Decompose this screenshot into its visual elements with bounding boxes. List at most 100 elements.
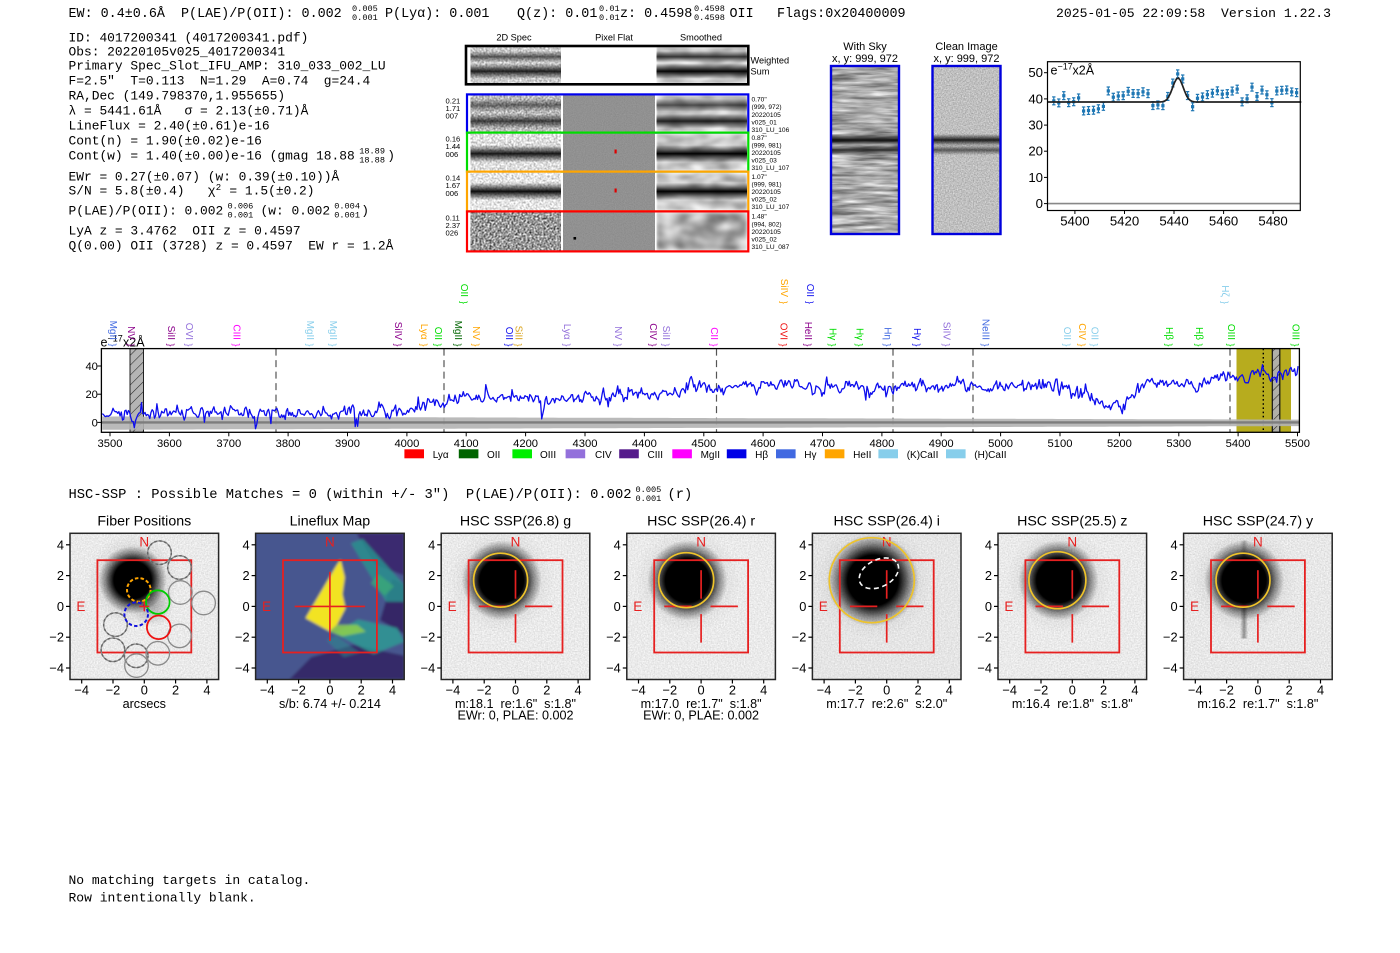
svg-text:= 1.5(±0.2): = 1.5(±0.2) [222, 184, 315, 199]
svg-text:0: 0 [512, 683, 519, 698]
svg-text:5420: 5420 [1110, 214, 1139, 229]
svg-text:Primary Spec_Slot_IFU_AMP: 310: Primary Spec_Slot_IFU_AMP: 310_033_002_L… [69, 59, 386, 74]
svg-text:m:18.1 re:1.6" s:1.8": m:18.1 re:1.6" s:1.8" [455, 697, 576, 711]
svg-text:−4: −4 [260, 683, 275, 698]
svg-text:−4: −4 [606, 661, 621, 676]
svg-text:): ) [361, 204, 369, 219]
svg-text:v025_02: v025_02 [752, 197, 778, 204]
svg-text:Smoothed: Smoothed [680, 33, 722, 43]
svg-text:4: 4 [389, 683, 396, 698]
svg-text:−4: −4 [446, 683, 461, 698]
svg-text:4100: 4100 [454, 438, 479, 450]
svg-text:20220105: 20220105 [752, 229, 782, 236]
svg-text:N: N [1067, 534, 1077, 549]
svg-text:0: 0 [428, 599, 435, 614]
svg-text:HSC SSP(26.4) i: HSC SSP(26.4) i [833, 514, 939, 530]
svg-text:40: 40 [85, 361, 97, 373]
svg-text:4: 4 [428, 537, 435, 552]
svg-text:5500: 5500 [1285, 438, 1310, 450]
svg-text:}: } [562, 344, 572, 347]
svg-text:0.14: 0.14 [446, 174, 461, 183]
svg-text:SiIV: SiIV [392, 322, 403, 341]
svg-text:4: 4 [799, 537, 806, 552]
svg-text:}: } [328, 344, 338, 347]
svg-text:0.70": 0.70" [752, 97, 768, 104]
svg-text:−2: −2 [421, 630, 436, 645]
svg-text:4: 4 [760, 683, 767, 698]
svg-text:40: 40 [1028, 91, 1043, 106]
svg-text:S/N = 5.8(±0.4) χ: S/N = 5.8(±0.4) χ [69, 184, 216, 199]
svg-text:−2: −2 [792, 630, 807, 645]
svg-text:N: N [511, 534, 521, 549]
svg-text:4300: 4300 [573, 438, 598, 450]
svg-text:N: N [882, 534, 892, 549]
svg-text:4200: 4200 [513, 438, 538, 450]
svg-text:20: 20 [85, 389, 97, 401]
svg-text:SiII: SiII [660, 326, 671, 340]
svg-text:310_LU_087: 310_LU_087 [752, 244, 790, 251]
svg-text:}: } [459, 301, 469, 304]
svg-text:}: } [305, 344, 315, 347]
svg-text:Clean Image: Clean Image [935, 41, 997, 53]
svg-text:}: } [912, 344, 922, 347]
svg-text:−4: −4 [792, 661, 807, 676]
svg-text:1.07": 1.07" [752, 174, 768, 181]
svg-text:0: 0 [698, 683, 705, 698]
svg-text:}: } [1089, 344, 1099, 347]
svg-text:With Sky: With Sky [843, 41, 887, 53]
svg-text:}: } [1194, 344, 1204, 347]
svg-text:4500: 4500 [691, 438, 716, 450]
svg-text:MgII: MgII [327, 321, 338, 340]
svg-text:−2: −2 [49, 630, 64, 645]
svg-text:3500: 3500 [98, 438, 123, 450]
svg-text:OII: OII [458, 284, 469, 297]
svg-text:s/b: 6.74 +/- 0.214: s/b: 6.74 +/- 0.214 [279, 697, 381, 711]
svg-text:Fiber Positions: Fiber Positions [97, 514, 191, 530]
svg-text:−4: −4 [49, 661, 64, 676]
svg-text:4400: 4400 [632, 438, 657, 450]
svg-text:CIV: CIV [1076, 323, 1087, 340]
svg-text:2: 2 [543, 683, 550, 698]
svg-text:0.11: 0.11 [446, 213, 460, 222]
svg-text:−2: −2 [606, 630, 621, 645]
svg-text:SiII: SiII [512, 326, 523, 340]
svg-text:Hγ: Hγ [911, 328, 922, 340]
svg-text:0.005: 0.005 [352, 4, 378, 14]
svg-text:20220105: 20220105 [752, 112, 782, 119]
svg-text:NV: NV [470, 326, 481, 340]
svg-text:Hβ: Hβ [1193, 327, 1204, 340]
svg-text:E: E [448, 599, 457, 614]
svg-text:2: 2 [614, 568, 621, 583]
svg-text:0: 0 [614, 599, 621, 614]
svg-text:e: e [101, 336, 108, 350]
svg-text:}: } [184, 344, 194, 347]
svg-text:ID: 4017200341 (4017200341.pdf: ID: 4017200341 (4017200341.pdf) [69, 31, 309, 46]
svg-text:x2Å: x2Å [123, 335, 145, 350]
svg-text:}: } [1220, 301, 1230, 304]
svg-text:006: 006 [446, 150, 459, 159]
svg-text:−2: −2 [977, 630, 992, 645]
svg-text:−2: −2 [106, 683, 121, 698]
svg-text:E: E [633, 599, 642, 614]
svg-text:NV: NV [612, 326, 623, 340]
svg-text:0.4598: 0.4598 [694, 4, 725, 14]
svg-text:4900: 4900 [929, 438, 954, 450]
svg-text:OVI: OVI [777, 323, 788, 340]
svg-text:4600: 4600 [751, 438, 776, 450]
svg-text:}: } [661, 344, 671, 347]
svg-text:−4: −4 [421, 661, 436, 676]
svg-text:0.01: 0.01 [599, 4, 620, 14]
svg-text:EW: 0.4±0.6Å P(LAE)/P(OII): 0: EW: 0.4±0.6Å P(LAE)/P(OII): 0.002 [69, 6, 342, 22]
svg-text:): ) [387, 149, 395, 164]
svg-text:OII: OII [730, 7, 754, 22]
svg-text:N: N [696, 534, 706, 549]
svg-text:x, y: 999, 972: x, y: 999, 972 [832, 53, 898, 65]
svg-text:5400: 5400 [1060, 214, 1089, 229]
svg-text:x, y: 999, 972: x, y: 999, 972 [933, 53, 999, 65]
svg-text:0: 0 [141, 683, 148, 698]
svg-text:4: 4 [614, 537, 621, 552]
svg-text:3700: 3700 [216, 438, 241, 450]
svg-text:(999, 972): (999, 972) [752, 104, 782, 111]
svg-text:}: } [981, 344, 991, 347]
svg-text:E: E [1004, 599, 1013, 614]
